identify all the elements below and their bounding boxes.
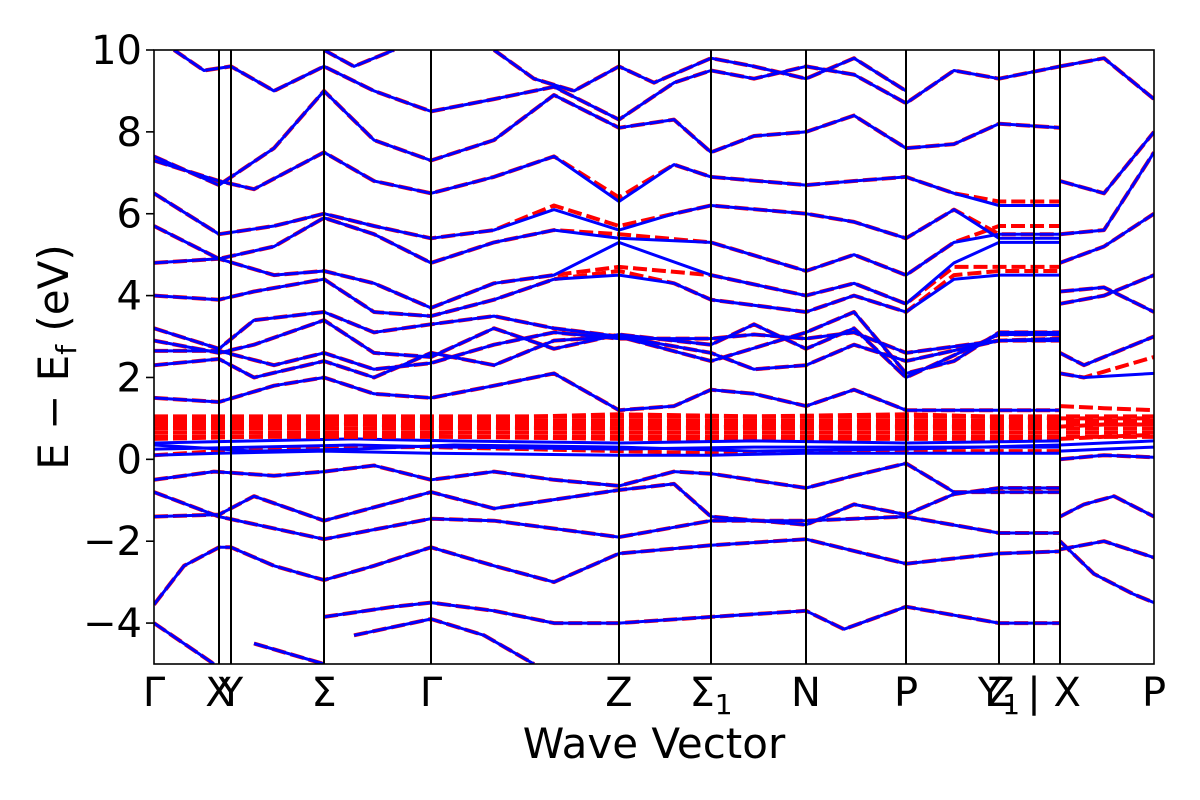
- band-line: [1059, 285, 1154, 314]
- band-line: [1059, 445, 1154, 453]
- band-line: [1059, 439, 1154, 447]
- band-line: [154, 216, 1060, 277]
- band-line: [353, 617, 535, 664]
- band-line: [154, 443, 1060, 451]
- bands-layer: [154, 50, 1154, 664]
- y-axis-label-main: E − E: [29, 355, 78, 470]
- band-line: [1059, 212, 1154, 265]
- band-line: [154, 310, 1060, 375]
- y-axis: −4 −2 0 2 4 6 8 10: [83, 28, 154, 647]
- band-line: [154, 318, 1060, 379]
- y-tick-label: 2: [117, 355, 142, 401]
- x-tick-label: Γ: [420, 670, 443, 716]
- flat-band-bundle: [154, 414, 1154, 439]
- band-line: [1059, 371, 1154, 379]
- band-line: [154, 89, 1061, 187]
- y-tick-label: 4: [117, 274, 142, 320]
- band-line: [1059, 335, 1154, 367]
- y-tick-label: 8: [117, 110, 142, 156]
- band-line: [1059, 404, 1154, 413]
- x-tick-label: P: [894, 670, 918, 716]
- band-line: [154, 256, 1060, 310]
- x-tick-label: Y: [218, 670, 244, 716]
- band-line: [154, 621, 215, 664]
- y-tick-label: 6: [117, 192, 142, 238]
- band-line: [253, 642, 325, 664]
- y-axis-label-sub: f: [50, 344, 83, 355]
- band-line: [1059, 494, 1154, 518]
- band-line: [154, 482, 1060, 527]
- y-tick-label: 0: [117, 437, 142, 483]
- band-line: [493, 50, 907, 93]
- y-tick-label: −4: [83, 601, 142, 647]
- band-line: [154, 443, 1061, 453]
- band-line: [154, 537, 1061, 606]
- band-line: [1059, 273, 1154, 306]
- band-line: [1059, 453, 1154, 461]
- band-line: [323, 601, 1060, 631]
- x-tick-label: Y1: [977, 670, 1020, 721]
- x-tick-label: Z | X: [987, 670, 1081, 716]
- y-axis-label-unit: (eV): [29, 244, 78, 345]
- x-tick-label: Σ1: [689, 670, 732, 721]
- x-tick-label: X: [205, 670, 232, 716]
- x-tick-label: Z: [605, 670, 632, 716]
- band-line: [1059, 56, 1154, 101]
- y-tick-label: −2: [83, 519, 142, 565]
- y-axis-label: E − Ef (eV): [29, 244, 83, 470]
- band-line: [1058, 540, 1154, 604]
- x-tick-label: Γ: [143, 670, 166, 716]
- plot-frame: [153, 49, 1155, 665]
- band-line: [1059, 539, 1154, 560]
- x-tick-label: N: [791, 670, 821, 716]
- band-line: [154, 437, 1061, 445]
- x-axis-label: Wave Vector: [523, 719, 786, 768]
- band-line: [323, 50, 395, 68]
- y-tick-label: 10: [91, 28, 142, 74]
- band-line: [1059, 151, 1154, 236]
- band-line: [1059, 130, 1154, 195]
- x-tick-label: P: [1142, 670, 1166, 716]
- x-tick-label: Σ: [311, 670, 336, 716]
- kpoint-lines: [218, 50, 1061, 664]
- band-line: [154, 240, 1060, 310]
